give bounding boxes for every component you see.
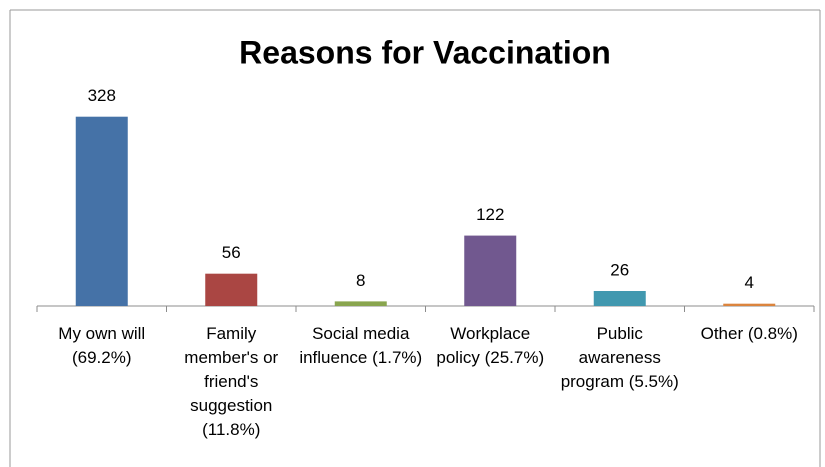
data-label: 122 <box>476 205 504 224</box>
x-tick-label-line: Workplace <box>450 324 530 343</box>
data-label: 26 <box>610 260 629 279</box>
bar <box>334 301 387 306</box>
x-tick-label-line: (69.2%) <box>72 348 132 367</box>
x-tick-label: Social media influence (1.7%) <box>299 324 422 367</box>
x-tick-label-line: Public <box>597 324 644 343</box>
bar <box>593 290 646 306</box>
x-tick-label-line: Family <box>206 324 257 343</box>
x-tick-label-line: My own will <box>58 324 145 343</box>
x-tick-label-line: Social media <box>312 324 410 343</box>
x-tick-label-line: Other (0.8%) <box>701 324 798 343</box>
x-tick-label-line: policy (25.7%) <box>436 348 544 367</box>
x-tick-label-line: member's or <box>184 348 278 367</box>
x-tick-label: Public awareness program (5.5%) <box>561 324 679 391</box>
bar <box>464 235 517 306</box>
x-tick-label-line: program (5.5%) <box>561 372 679 391</box>
data-label: 56 <box>222 243 241 262</box>
bar <box>723 303 776 306</box>
data-label: 328 <box>88 86 116 105</box>
x-tick-label: Other (0.8%) <box>701 324 798 343</box>
x-tick-label: My own will (69.2%) <box>58 324 145 367</box>
bar <box>75 116 128 306</box>
data-label: 8 <box>356 271 365 290</box>
x-tick-label-line: friend's <box>204 372 258 391</box>
x-tick-label-line: (11.8%) <box>202 420 260 439</box>
x-tick-label-line: awareness <box>579 348 661 367</box>
data-label: 4 <box>745 273 754 292</box>
x-tick-label-line: suggestion <box>190 396 272 415</box>
chart-title: Reasons for Vaccination <box>239 34 611 70</box>
x-tick-label-line: influence (1.7%) <box>299 348 422 367</box>
x-tick-label: Family member's or friend's suggestion (11.8… <box>184 324 278 439</box>
bar <box>205 273 258 306</box>
x-tick-label: Workplace policy (25.7%) <box>436 324 544 367</box>
